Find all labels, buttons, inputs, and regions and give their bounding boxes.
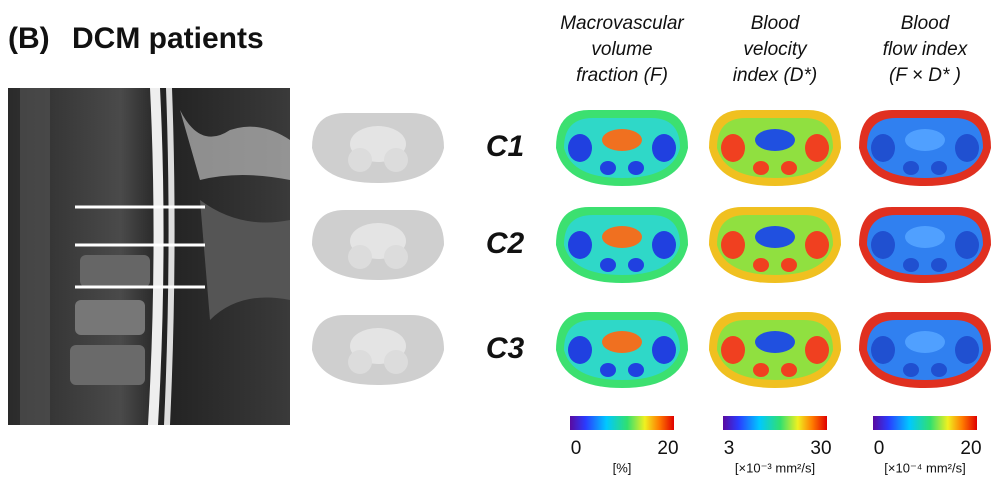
map-center: [602, 226, 642, 248]
column-title: Macrovascular: [560, 13, 684, 34]
map-spot: [721, 336, 745, 364]
map-spot: [903, 161, 919, 175]
cord-slice: [312, 113, 444, 183]
column-title: index (D*): [733, 65, 817, 86]
map-center: [602, 129, 642, 151]
colorbar-min: 3: [724, 438, 735, 459]
map-spot: [753, 363, 769, 377]
row-label: C3: [486, 332, 525, 365]
colorbar-max: 30: [810, 438, 831, 459]
colorbar-unit: [×10⁻⁴ mm²/s]: [884, 460, 965, 475]
colorbar: [723, 416, 827, 430]
slice-gray-matter: [384, 148, 408, 172]
map-spot: [628, 161, 644, 175]
map-spot: [753, 258, 769, 272]
map-spot: [628, 258, 644, 272]
column-title: flow index: [883, 39, 969, 60]
map-spot: [568, 336, 592, 364]
map-spot: [600, 258, 616, 272]
column-title: Blood: [901, 13, 951, 34]
map-spot: [600, 363, 616, 377]
map-spot: [805, 231, 829, 259]
colorbar-unit: [×10⁻³ mm²/s]: [735, 460, 815, 475]
colorbar-min: 0: [874, 438, 885, 459]
parameter-map: [709, 207, 841, 283]
map-spot: [753, 161, 769, 175]
parameter-map: [859, 110, 991, 186]
map-center: [905, 129, 945, 151]
column-title: volume: [591, 39, 652, 60]
mri-image: [8, 88, 290, 425]
colorbar: [873, 416, 977, 430]
map-spot: [652, 231, 676, 259]
colorbar: [570, 416, 674, 430]
map-center: [755, 331, 795, 353]
map-spot: [931, 363, 947, 377]
figure-title: DCM patients: [72, 22, 264, 55]
parameter-map: [859, 207, 991, 283]
map-center: [905, 331, 945, 353]
row-label: C1: [486, 130, 524, 163]
column-title: Blood: [751, 13, 801, 34]
colorbar-max: 20: [960, 438, 981, 459]
map-spot: [568, 134, 592, 162]
map-spot: [721, 231, 745, 259]
column-title: velocity: [743, 39, 808, 60]
map-spot: [955, 336, 979, 364]
column-title: fraction (F): [576, 65, 668, 86]
parameter-map: [709, 110, 841, 186]
map-spot: [721, 134, 745, 162]
map-spot: [903, 258, 919, 272]
map-center: [602, 331, 642, 353]
parameter-map: [556, 110, 688, 186]
map-spot: [568, 231, 592, 259]
map-center: [755, 129, 795, 151]
map-spot: [955, 134, 979, 162]
map-spot: [955, 231, 979, 259]
panel-label: (B): [8, 22, 50, 55]
parameter-map: [859, 312, 991, 388]
map-spot: [781, 363, 797, 377]
slice-gray-matter: [348, 245, 372, 269]
parameter-map: [556, 312, 688, 388]
map-center: [755, 226, 795, 248]
slice-gray-matter: [384, 350, 408, 374]
map-spot: [781, 161, 797, 175]
slice-gray-matter: [384, 245, 408, 269]
map-spot: [931, 161, 947, 175]
map-spot: [871, 336, 895, 364]
column-title: (F × D* ): [889, 65, 961, 86]
map-center: [905, 226, 945, 248]
map-spot: [652, 134, 676, 162]
map-spot: [805, 134, 829, 162]
colorbar-max: 20: [657, 438, 678, 459]
map-spot: [903, 363, 919, 377]
map-spot: [781, 258, 797, 272]
slice-gray-matter: [348, 148, 372, 172]
parameter-map: [556, 207, 688, 283]
map-spot: [628, 363, 644, 377]
colorbar-min: 0: [571, 438, 582, 459]
map-spot: [805, 336, 829, 364]
map-spot: [871, 134, 895, 162]
cord-slice: [312, 210, 444, 280]
map-spot: [931, 258, 947, 272]
row-label: C2: [486, 227, 525, 260]
parameter-map: [709, 312, 841, 388]
map-spot: [600, 161, 616, 175]
map-spot: [871, 231, 895, 259]
colorbar-unit: [%]: [613, 460, 632, 475]
map-spot: [652, 336, 676, 364]
slice-gray-matter: [348, 350, 372, 374]
cord-slice: [312, 315, 444, 385]
